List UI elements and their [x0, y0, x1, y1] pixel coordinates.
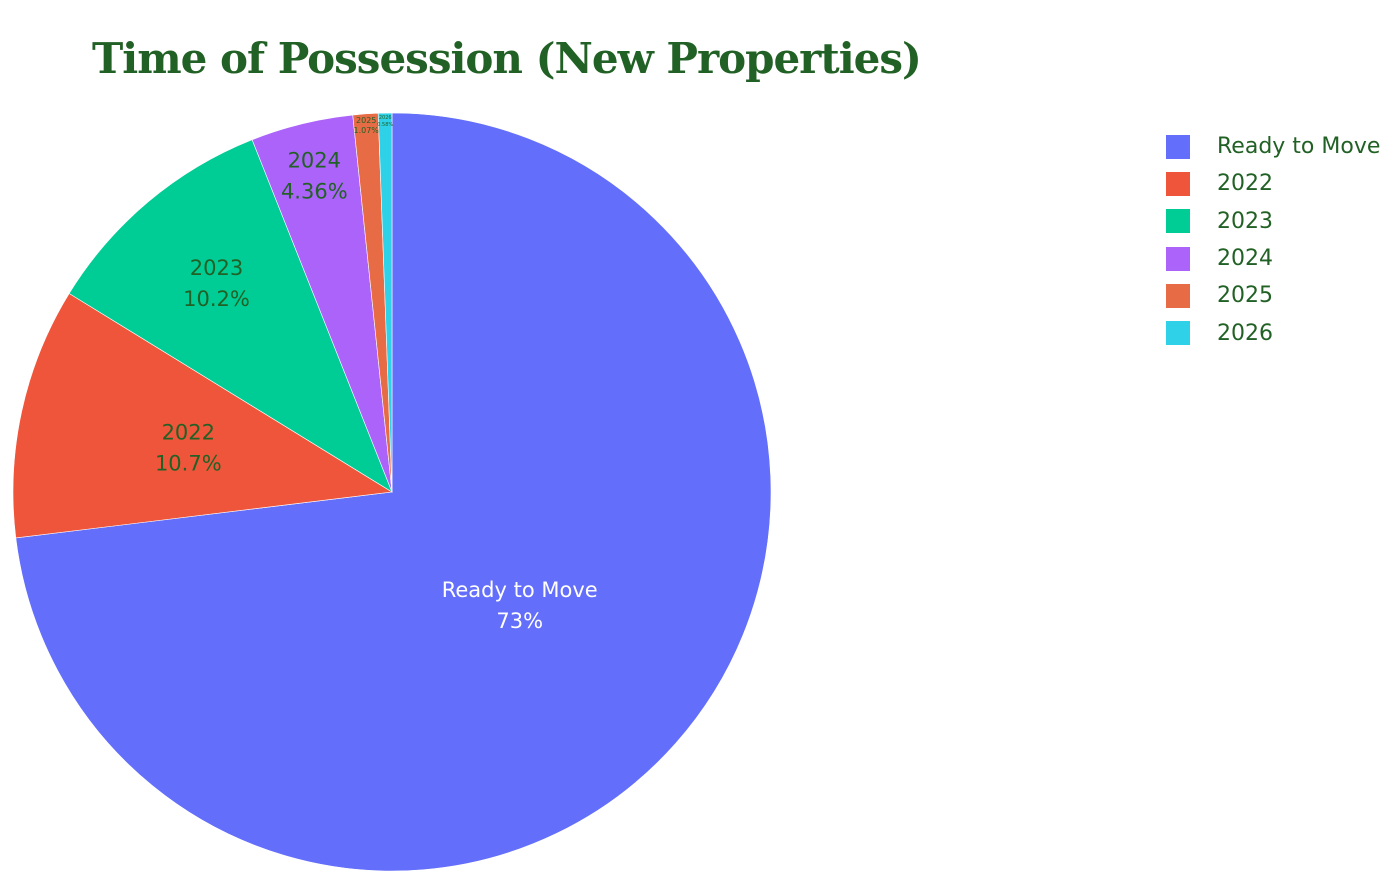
legend-swatch: [1166, 321, 1190, 346]
slice-label-percent: 10.7%: [155, 451, 222, 475]
legend: Ready to Move 2022 2023 2024 2025 2026: [1166, 128, 1380, 352]
slice-label-name: Ready to Move: [442, 578, 598, 602]
slice-label-percent: 1.07%: [353, 126, 379, 135]
legend-item[interactable]: 2024: [1166, 240, 1380, 277]
legend-swatch: [1166, 171, 1190, 196]
legend-swatch: [1166, 283, 1190, 308]
pie-slice-labels: Ready to Move 73% 2022 10.7% 2023 10.2% 2024 4.…: [155, 115, 598, 633]
legend-item[interactable]: 2026: [1166, 314, 1380, 351]
legend-label: 2023: [1217, 208, 1273, 234]
legend-label: 2024: [1217, 246, 1273, 272]
pie-slice-2023: [68, 139, 393, 493]
slice-label-percent: 73%: [496, 609, 543, 633]
legend-item[interactable]: Ready to Move: [1166, 128, 1380, 165]
legend-label: Ready to Move: [1217, 134, 1381, 160]
legend-item[interactable]: 2022: [1166, 165, 1380, 202]
legend-label: 2026: [1217, 320, 1273, 346]
pie-slices: [12, 112, 772, 872]
legend-label: 2022: [1217, 171, 1273, 197]
pie-slice-ready-to-move: [15, 112, 772, 872]
legend-swatch: [1166, 134, 1190, 159]
legend-item[interactable]: 2025: [1166, 277, 1380, 314]
slice-label-percent: 10.2%: [183, 287, 250, 311]
slice-label-percent: 0.58%: [377, 122, 393, 128]
legend-item[interactable]: 2023: [1166, 203, 1380, 240]
slice-label-name: 2023: [190, 256, 243, 280]
slice-label-name: 2022: [162, 420, 215, 444]
slice-label-percent: 4.36%: [281, 179, 348, 203]
legend-swatch: [1166, 246, 1190, 271]
legend-swatch: [1166, 209, 1190, 234]
pie-slice-2026: [377, 112, 393, 493]
legend-label: 2025: [1217, 283, 1273, 309]
slice-label-name: 2024: [288, 148, 341, 172]
slice-label-name: 2026: [379, 115, 392, 121]
slice-label-name: 2025: [356, 116, 376, 125]
chart-title: Time of Possession (New Properties): [92, 34, 922, 83]
pie-slice-2022: [12, 293, 393, 539]
